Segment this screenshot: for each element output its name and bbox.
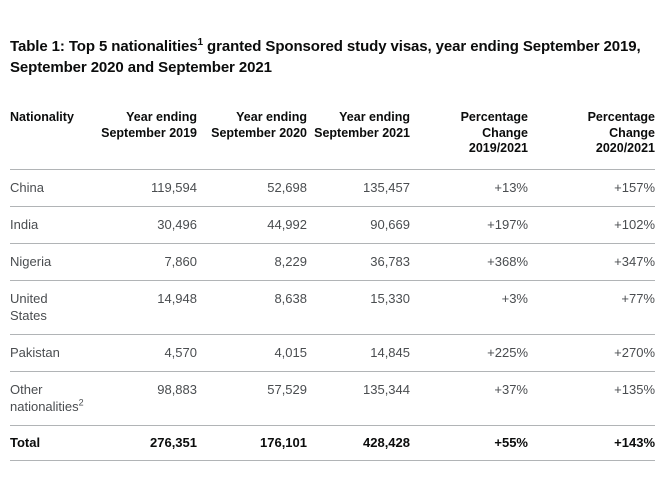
value-cell: 7,860 bbox=[82, 243, 197, 281]
value-cell: 4,015 bbox=[197, 334, 307, 372]
table-row: China 119,594 52,698 135,457 +13% +157% bbox=[10, 169, 655, 207]
value-cell: 176,101 bbox=[197, 425, 307, 461]
value-cell: +102% bbox=[528, 206, 655, 244]
value-cell: +55% bbox=[410, 425, 528, 461]
value-cell: +37% bbox=[410, 371, 528, 426]
nationality-cell: Total bbox=[10, 425, 82, 461]
column-header-nationality: Nationality bbox=[10, 110, 82, 170]
nationality-cell: United States bbox=[10, 280, 82, 335]
nationality-cell: China bbox=[10, 169, 82, 207]
value-cell: +225% bbox=[410, 334, 528, 372]
column-header-year-ending-september-2019: Year ending September 2019 bbox=[82, 110, 197, 170]
value-cell: 8,229 bbox=[197, 243, 307, 281]
column-header-percentage-change-2020-2021: Percentage Change 2020/2021 bbox=[528, 110, 655, 170]
table-row: Other nationalities2 98,883 57,529 135,344 +… bbox=[10, 371, 655, 426]
value-cell: 276,351 bbox=[82, 425, 197, 461]
table-title: Table 1: Top 5 nationalities1 granted Sp… bbox=[10, 36, 655, 78]
footnote-marker: 2 bbox=[78, 397, 84, 408]
value-cell: +368% bbox=[410, 243, 528, 281]
value-cell: 14,948 bbox=[82, 280, 197, 335]
nationality-cell: India bbox=[10, 206, 82, 244]
header-row: Nationality Year ending September 2019 Year… bbox=[10, 110, 655, 170]
nationality-cell: Nigeria bbox=[10, 243, 82, 281]
value-cell: 30,496 bbox=[82, 206, 197, 244]
table-row: Pakistan 4,570 4,015 14,845 +225% +270% bbox=[10, 334, 655, 372]
nationality-cell: Other nationalities2 bbox=[10, 371, 84, 426]
value-cell: 15,330 bbox=[307, 280, 410, 335]
value-cell: +3% bbox=[410, 280, 528, 335]
value-cell: 4,570 bbox=[82, 334, 197, 372]
table-row: United States 14,948 8,638 15,330 +3% +77% bbox=[10, 280, 655, 335]
value-cell: +143% bbox=[528, 425, 655, 461]
value-cell: +13% bbox=[410, 169, 528, 207]
value-cell: +347% bbox=[528, 243, 655, 281]
value-cell: +77% bbox=[528, 280, 655, 335]
nationality-cell: Pakistan bbox=[10, 334, 82, 372]
value-cell: +157% bbox=[528, 169, 655, 207]
value-cell: 14,845 bbox=[307, 334, 410, 372]
value-cell: 98,883 bbox=[82, 371, 197, 426]
table-row: India 30,496 44,992 90,669 +197% +102% bbox=[10, 206, 655, 244]
visas-table: Nationality Year ending September 2019 Year… bbox=[10, 110, 655, 461]
total-row: Total 276,351 176,101 428,428 +55% +143% bbox=[10, 425, 655, 461]
value-cell: +135% bbox=[528, 371, 655, 426]
value-cell: 90,669 bbox=[307, 206, 410, 244]
value-cell: 52,698 bbox=[197, 169, 307, 207]
table-title-text-continued: granted Sponsored study visas, year endi… bbox=[10, 38, 641, 76]
column-header-year-ending-september-2021: Year ending September 2021 bbox=[307, 110, 410, 170]
column-header-percentage-change-2019-2021: Percentage Change 2019/2021 bbox=[410, 110, 528, 170]
value-cell: 135,457 bbox=[307, 169, 410, 207]
value-cell: 44,992 bbox=[197, 206, 307, 244]
table-row: Nigeria 7,860 8,229 36,783 +368% +347% bbox=[10, 243, 655, 281]
value-cell: +270% bbox=[528, 334, 655, 372]
value-cell: 36,783 bbox=[307, 243, 410, 281]
value-cell: 8,638 bbox=[197, 280, 307, 335]
table-title-text: Table 1: Top 5 nationalities bbox=[10, 38, 198, 55]
value-cell: 135,344 bbox=[307, 371, 410, 426]
column-header-year-ending-september-2020: Year ending September 2020 bbox=[197, 110, 307, 170]
table-body: China 119,594 52,698 135,457 +13% +157% India 3… bbox=[10, 169, 655, 461]
value-cell: 119,594 bbox=[82, 169, 197, 207]
value-cell: 57,529 bbox=[197, 371, 307, 426]
value-cell: 428,428 bbox=[307, 425, 410, 461]
title-footnote-marker: 1 bbox=[197, 37, 204, 48]
value-cell: +197% bbox=[410, 206, 528, 244]
